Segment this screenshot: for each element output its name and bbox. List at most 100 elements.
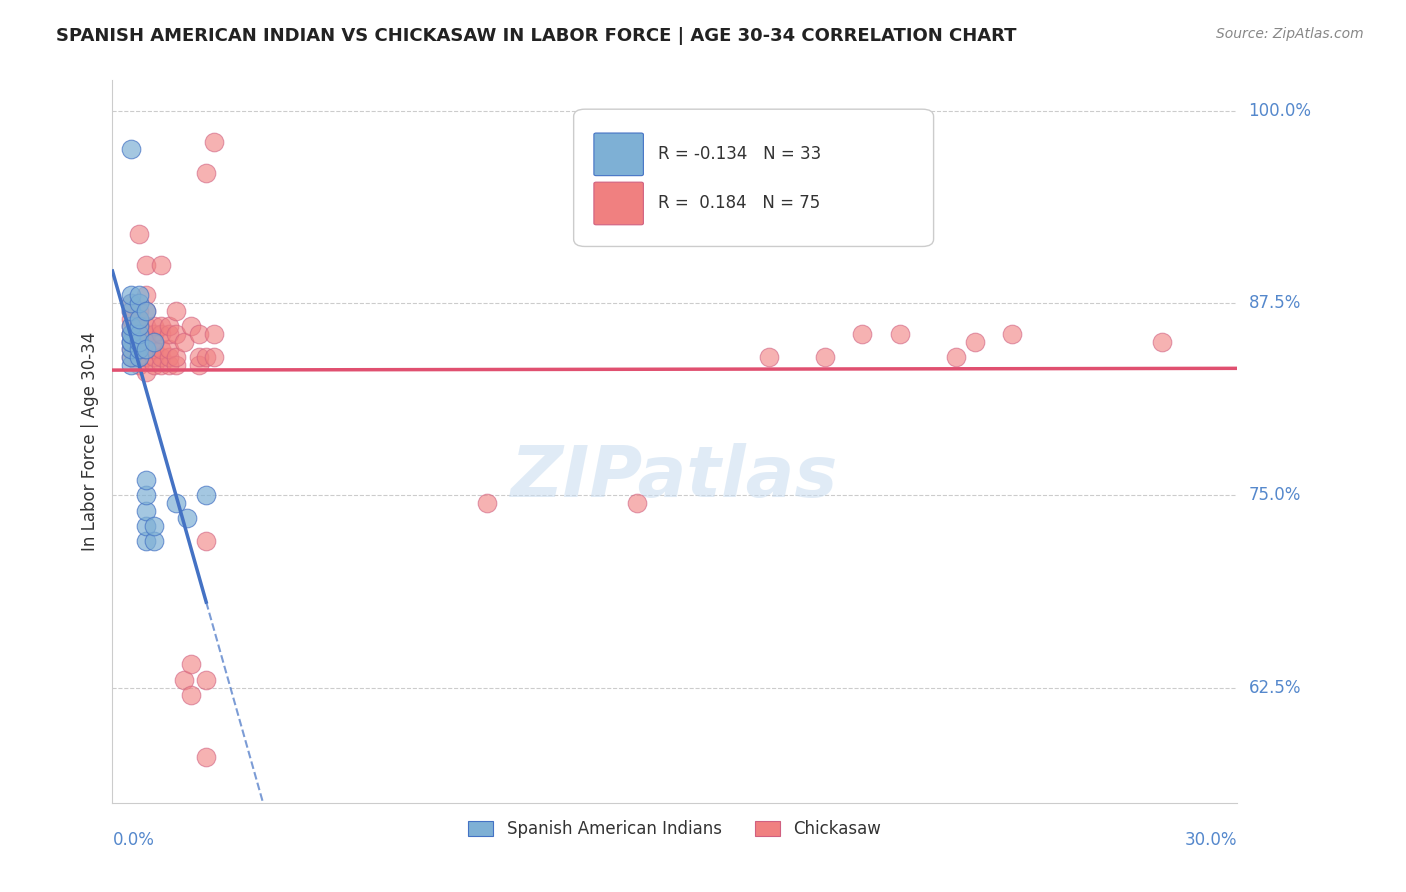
Point [120, 334, 142, 349]
Point [120, 326, 142, 341]
Point [176, 511, 198, 525]
Point [128, 334, 150, 349]
Point [142, 350, 165, 364]
Text: R = -0.134   N = 33: R = -0.134 N = 33 [658, 145, 821, 163]
Point [128, 319, 150, 334]
Point [120, 334, 142, 349]
Point [187, 350, 209, 364]
Point [135, 534, 157, 549]
Point [477, 496, 499, 510]
Point [142, 343, 165, 357]
Text: 75.0%: 75.0% [1249, 486, 1301, 504]
Point [150, 350, 173, 364]
Text: 100.0%: 100.0% [1249, 102, 1312, 120]
Point [128, 296, 150, 310]
Point [128, 350, 150, 364]
Point [135, 488, 157, 502]
Point [120, 296, 142, 310]
Point [135, 365, 157, 379]
Point [180, 688, 202, 702]
Point [165, 496, 187, 510]
Point [165, 350, 187, 364]
Point [150, 258, 173, 272]
Point [202, 326, 225, 341]
Point [165, 304, 187, 318]
Text: 62.5%: 62.5% [1249, 679, 1301, 697]
Point [1152, 334, 1174, 349]
Point [120, 143, 142, 157]
Point [142, 534, 165, 549]
Point [187, 326, 209, 341]
Point [150, 326, 173, 341]
Point [135, 326, 157, 341]
Point [173, 334, 195, 349]
Point [157, 319, 180, 334]
Point [128, 227, 150, 241]
Point [128, 311, 150, 326]
Point [142, 334, 165, 349]
Point [150, 358, 173, 372]
Text: ZIPatlas: ZIPatlas [512, 443, 838, 512]
Point [202, 350, 225, 364]
Point [135, 473, 157, 487]
Point [626, 496, 648, 510]
Point [128, 343, 150, 357]
Point [195, 534, 218, 549]
Point [142, 334, 165, 349]
Point [150, 319, 173, 334]
Point [120, 296, 142, 310]
FancyBboxPatch shape [574, 109, 934, 246]
Point [195, 350, 218, 364]
Point [157, 358, 180, 372]
Point [120, 358, 142, 372]
Point [157, 326, 180, 341]
Point [120, 304, 142, 318]
Y-axis label: In Labor Force | Age 30-34: In Labor Force | Age 30-34 [80, 332, 98, 551]
Point [128, 326, 150, 341]
Point [187, 358, 209, 372]
Point [150, 343, 173, 357]
Text: SPANISH AMERICAN INDIAN VS CHICKASAW IN LABOR FORCE | AGE 30-34 CORRELATION CHAR: SPANISH AMERICAN INDIAN VS CHICKASAW IN … [56, 27, 1017, 45]
Point [1001, 326, 1024, 341]
Point [165, 326, 187, 341]
Point [195, 749, 218, 764]
Text: 0.0%: 0.0% [112, 830, 155, 848]
Point [128, 358, 150, 372]
Text: Source: ZipAtlas.com: Source: ZipAtlas.com [1216, 27, 1364, 41]
Point [142, 326, 165, 341]
Point [120, 350, 142, 364]
Point [135, 504, 157, 518]
Point [135, 519, 157, 533]
Point [135, 258, 157, 272]
Point [157, 343, 180, 357]
Point [135, 304, 157, 318]
Point [120, 334, 142, 349]
Point [120, 288, 142, 302]
Point [128, 326, 150, 341]
Point [128, 319, 150, 334]
Point [195, 165, 218, 179]
Point [135, 288, 157, 302]
Point [202, 135, 225, 149]
Point [758, 350, 780, 364]
Point [135, 304, 157, 318]
Point [142, 519, 165, 533]
Point [135, 319, 157, 334]
Point [128, 311, 150, 326]
Point [120, 350, 142, 364]
Point [135, 343, 157, 357]
FancyBboxPatch shape [593, 182, 644, 225]
Point [120, 326, 142, 341]
Point [128, 288, 150, 302]
Point [135, 343, 157, 357]
Text: R =  0.184   N = 75: R = 0.184 N = 75 [658, 194, 820, 212]
Point [180, 319, 202, 334]
FancyBboxPatch shape [593, 133, 644, 176]
Point [120, 326, 142, 341]
Point [128, 350, 150, 364]
Point [135, 350, 157, 364]
Point [173, 673, 195, 687]
Point [128, 304, 150, 318]
Point [165, 358, 187, 372]
Point [120, 811, 142, 825]
